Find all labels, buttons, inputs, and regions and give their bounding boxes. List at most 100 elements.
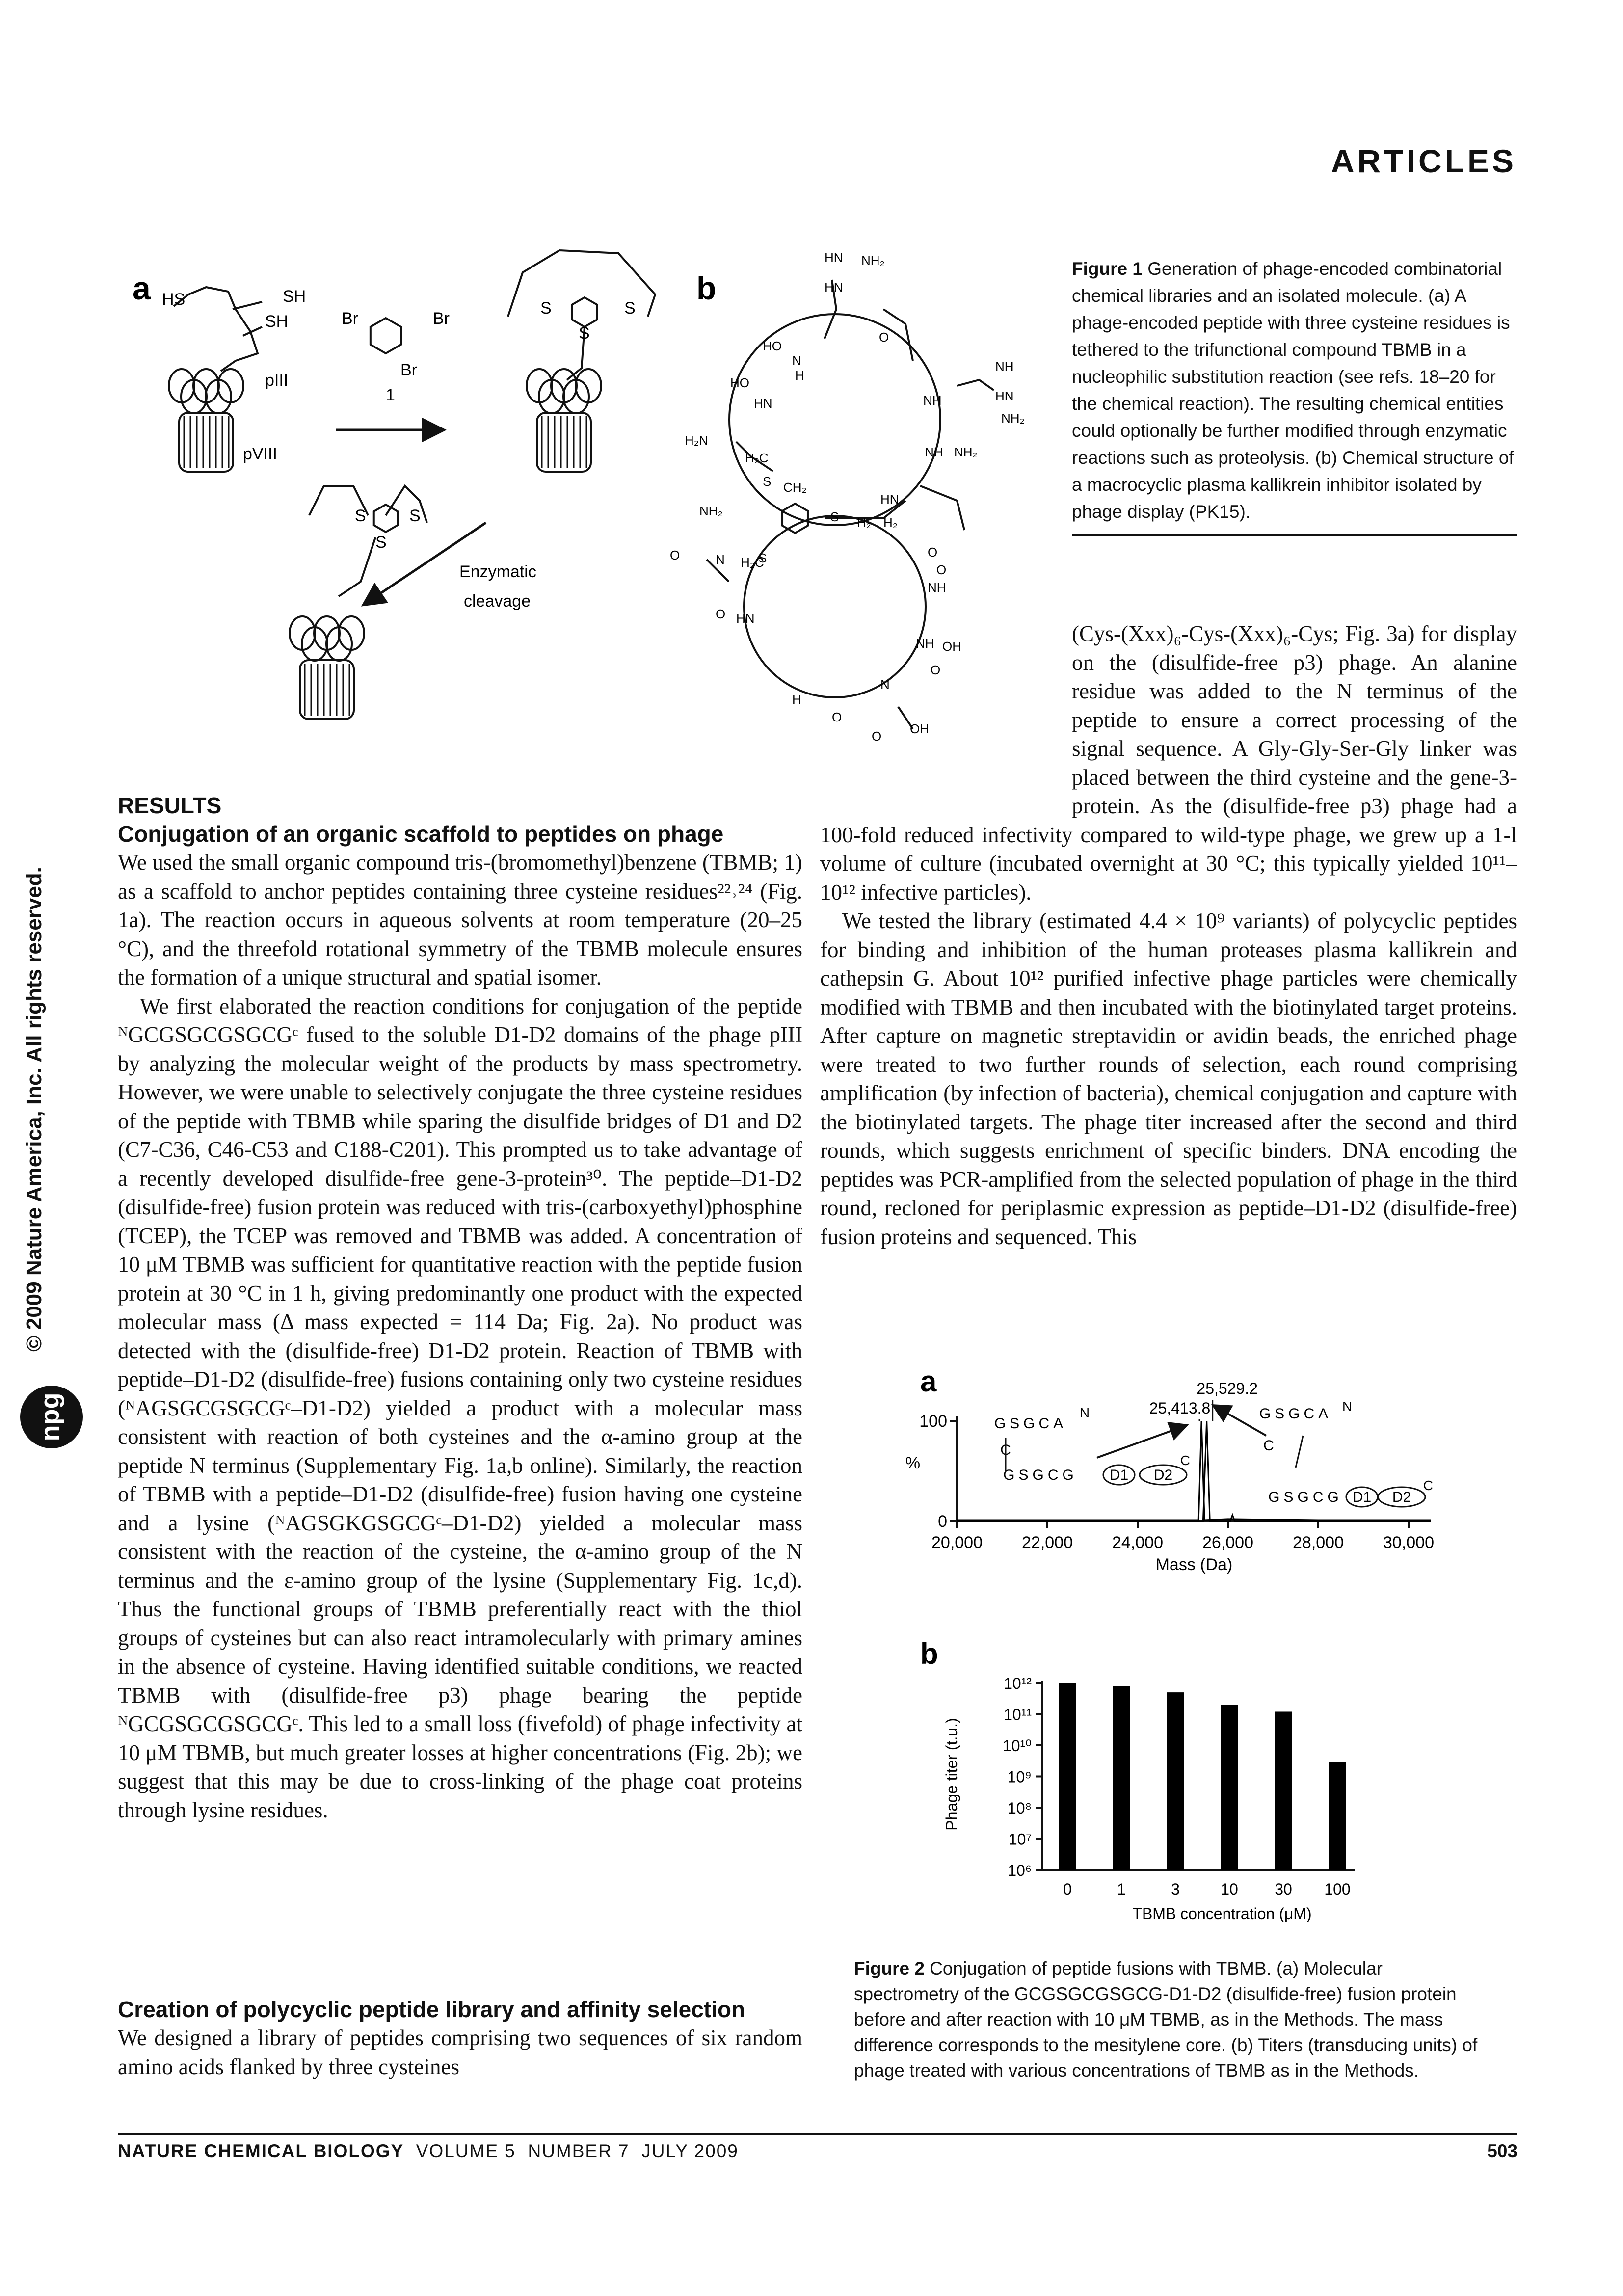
logo-text: npg xyxy=(35,1393,65,1442)
benzene xyxy=(372,503,399,534)
atom-label: NH₂ xyxy=(699,504,723,518)
panel-label: a xyxy=(920,1365,937,1398)
pviii-body xyxy=(536,412,592,473)
y-tick-label: 10¹² xyxy=(1004,1675,1032,1692)
side-chain xyxy=(706,559,730,583)
paragraph: (Cys-(Xxx)₆-Cys-(Xxx)₆-Cys; Fig. 3a) for… xyxy=(820,621,1517,905)
atom-label: OH xyxy=(942,639,961,654)
sequence-label: C xyxy=(1423,1478,1433,1493)
figure-label: Br xyxy=(342,309,358,328)
atom-label: HN xyxy=(995,389,1014,403)
figure-label: 1 xyxy=(386,386,395,404)
atom-label: H₂C xyxy=(741,555,764,570)
benzene xyxy=(781,502,809,534)
x-tick-label: 100 xyxy=(1324,1880,1350,1898)
right-column: (Cys-(Xxx)₆-Cys-(Xxx)₆-Cys; Fig. 3a) for… xyxy=(820,619,1517,1251)
side-chain xyxy=(957,378,995,391)
x-tick-label: 3 xyxy=(1171,1880,1180,1898)
left-column: RESULTS Conjugation of an organic scaffo… xyxy=(118,791,802,1824)
caption-title: Figure 2 xyxy=(854,1958,925,1978)
date: JULY 2009 xyxy=(641,2141,739,2161)
y-tick-label: 10⁷ xyxy=(1009,1831,1032,1848)
domain xyxy=(1102,1464,1136,1486)
sequence-label: GSGCA xyxy=(994,1415,1067,1432)
side-chain xyxy=(920,485,965,531)
sequence-label: C xyxy=(1180,1453,1190,1468)
atom-label: NH xyxy=(923,393,942,408)
atom-label: HN xyxy=(736,611,755,626)
logo-disc xyxy=(20,1386,83,1448)
paragraph: We tested the library (estimated 4.4 × 1… xyxy=(820,908,1517,1249)
atom-label: H₂ xyxy=(883,515,898,530)
spectrum-line xyxy=(957,1421,1431,1521)
atom-label: NH₂ xyxy=(954,445,978,459)
caption-text: Conjugation of peptide fusions with TBMB… xyxy=(854,1958,1478,2081)
coat-protein xyxy=(338,615,365,651)
atom-label: CH₂ xyxy=(783,480,807,495)
figure-label: cleavage xyxy=(464,592,531,611)
inset-arrow xyxy=(1096,1422,1189,1459)
paragraph: We designed a library of peptides compri… xyxy=(118,2026,802,2079)
pviii-body xyxy=(299,659,355,720)
side-chain xyxy=(897,706,914,730)
atom-label: O xyxy=(931,663,940,677)
atom-label: HN xyxy=(754,396,772,411)
y-tick-label: 0 xyxy=(938,1512,947,1531)
heading: RESULTS xyxy=(118,793,222,818)
caption-text: Generation of phage-encoded combinatoria… xyxy=(1072,259,1514,522)
atom-label: NH₂ xyxy=(861,253,885,268)
figure-label: S xyxy=(409,507,421,525)
figure-label: S xyxy=(375,533,387,552)
atom-label: S xyxy=(830,509,839,524)
x-tick-label: 28,000 xyxy=(1293,1533,1344,1552)
atom-label: O xyxy=(928,545,937,560)
caption: Figure 2 Conjugation of peptide fusions … xyxy=(854,1956,1492,2083)
peptide-loop xyxy=(308,485,369,516)
pviii-body xyxy=(178,412,234,473)
x-axis-label: TBMB concentration (μM) xyxy=(1132,1905,1311,1922)
y-axis-label: Phage titer (t.u.) xyxy=(943,1718,960,1830)
atom-label: NH xyxy=(928,580,946,595)
bar xyxy=(1329,1762,1346,1870)
atom-label: O xyxy=(936,562,946,577)
y-tick-label: 10¹¹ xyxy=(1004,1706,1032,1724)
figure-1-caption: Figure 1 Generation of phage-encoded com… xyxy=(1072,255,1517,536)
section-label: ARTICLES xyxy=(1331,143,1517,179)
ring xyxy=(728,313,941,526)
figure-label: pIII xyxy=(265,371,288,390)
side-chain xyxy=(824,279,838,339)
figure-label: S xyxy=(355,507,366,525)
figure-label: SH xyxy=(283,287,306,306)
bar xyxy=(1113,1686,1130,1870)
figure-label: Br xyxy=(400,361,417,379)
x-tick-label: 1 xyxy=(1117,1880,1126,1898)
figure-label: S xyxy=(624,299,636,318)
peptide xyxy=(173,286,259,372)
sequence-label: N xyxy=(1342,1399,1352,1414)
sequence-label: D2 xyxy=(1154,1467,1172,1483)
y-axis-label: % xyxy=(905,1454,920,1472)
atom-label: HN xyxy=(825,280,843,294)
inset-arrow xyxy=(1211,1404,1267,1437)
panel-label: a xyxy=(133,270,151,306)
x-tick-label: 22,000 xyxy=(1022,1533,1073,1552)
peptide-loop xyxy=(385,484,428,523)
y-tick-label: 10⁶ xyxy=(1008,1862,1032,1879)
figure-label: pVIII xyxy=(243,445,277,463)
caption-title: Figure 1 xyxy=(1072,259,1143,279)
atom-label: S xyxy=(758,551,767,565)
sequence-label: GSGCG xyxy=(1003,1467,1078,1483)
peak-label: 25,529.2 xyxy=(1197,1380,1258,1397)
x-tick-label: 10 xyxy=(1221,1880,1238,1898)
peptide xyxy=(338,537,376,597)
subheading: Creation of polycyclic peptide library a… xyxy=(118,1997,745,2022)
atom-label: NH xyxy=(916,636,934,651)
x-tick-label: 20,000 xyxy=(931,1533,983,1552)
peptide-loop xyxy=(507,249,657,317)
linker xyxy=(825,500,906,519)
domain xyxy=(1377,1486,1426,1508)
sequence-label: N xyxy=(1080,1405,1090,1420)
atom-label: NH xyxy=(925,445,943,459)
sequence-label: D1 xyxy=(1353,1489,1371,1505)
